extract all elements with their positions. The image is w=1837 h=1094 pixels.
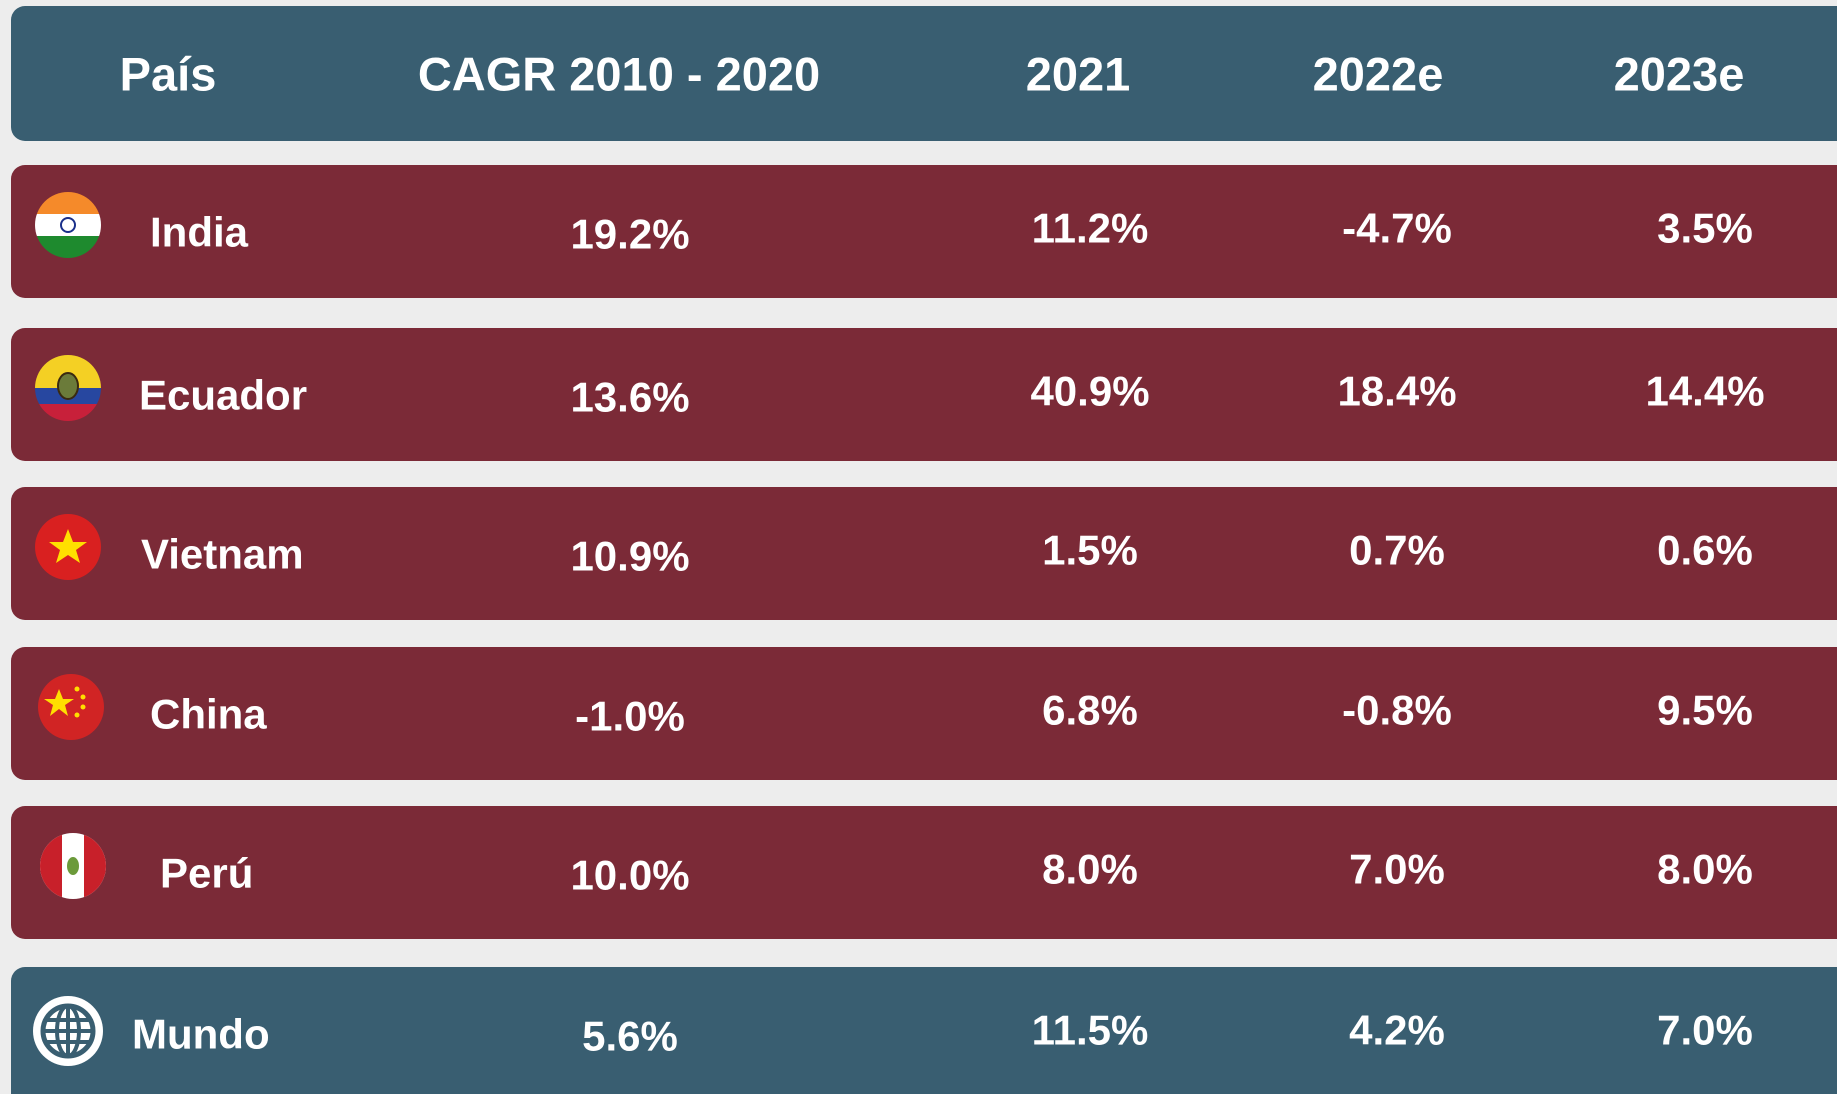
flag-china	[38, 674, 104, 740]
value-cell: 13.6%	[570, 374, 689, 421]
country-name: Perú	[160, 850, 253, 897]
value-cell: -4.7%	[1342, 205, 1452, 252]
header-cell: País	[120, 48, 217, 101]
value-cell: 10.0%	[570, 852, 689, 899]
country-name: Mundo	[132, 1011, 270, 1058]
country-name: China	[150, 691, 267, 738]
header-cell: 2022e	[1313, 48, 1444, 101]
value-cell: 1.5%	[1042, 527, 1138, 574]
row-band	[11, 487, 1837, 620]
value-cell: 8.0%	[1042, 846, 1138, 893]
value-cell: 11.5%	[1032, 1007, 1149, 1054]
header-cell: CAGR 2010 - 2020	[418, 48, 820, 101]
value-cell: 0.6%	[1657, 527, 1753, 574]
value-cell: -1.0%	[575, 693, 685, 740]
value-cell: 7.0%	[1349, 846, 1445, 893]
value-cell: 9.5%	[1657, 687, 1753, 734]
value-cell: 8.0%	[1657, 846, 1753, 893]
header-cell: 2023e	[1614, 48, 1745, 101]
country-name: India	[150, 209, 249, 256]
value-cell: 10.9%	[570, 533, 689, 580]
value-cell: 5.6%	[582, 1013, 678, 1060]
value-cell: 3.5%	[1657, 205, 1753, 252]
value-cell: 11.2%	[1032, 205, 1149, 252]
flag-peru	[40, 833, 106, 899]
globe-icon	[33, 996, 103, 1066]
total-row	[11, 967, 1837, 1094]
value-cell: 0.7%	[1349, 527, 1445, 574]
value-cell: 7.0%	[1657, 1007, 1753, 1054]
country-name: Vietnam	[141, 531, 304, 578]
value-cell: 4.2%	[1349, 1007, 1445, 1054]
value-cell: 18.4%	[1337, 368, 1456, 415]
flag-india	[35, 192, 101, 258]
header-cell: 2021	[1026, 48, 1131, 101]
row-band	[11, 328, 1837, 461]
flag-ecuador	[35, 355, 101, 421]
row-band	[11, 806, 1837, 939]
country-name: Ecuador	[139, 372, 307, 419]
row-band	[11, 165, 1837, 298]
value-cell: 19.2%	[570, 211, 689, 258]
flag-vietnam	[35, 514, 101, 580]
value-cell: 40.9%	[1030, 368, 1149, 415]
row-band	[11, 647, 1837, 780]
value-cell: -0.8%	[1342, 687, 1452, 734]
value-cell: 14.4%	[1645, 368, 1764, 415]
header-band	[11, 6, 1837, 141]
value-cell: 6.8%	[1042, 687, 1138, 734]
